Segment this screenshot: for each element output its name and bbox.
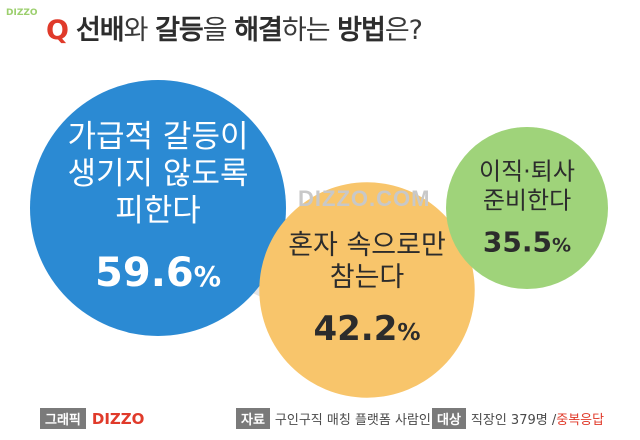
question-segment: 은? <box>384 15 423 46</box>
page-title: Q 선배와 갈등을 해결하는 방법은? <box>46 8 423 47</box>
question-segment: 을 <box>202 15 235 46</box>
question-segment: 와 <box>123 15 156 46</box>
data-label-avoid: 59.6% <box>95 249 221 296</box>
bubble-label-line: 참는다 <box>329 262 405 294</box>
graphic-credit: 그래픽 DIZZO <box>40 408 144 429</box>
data-label-endure: 42.2% <box>313 308 421 349</box>
data-label-quit: 35.5% <box>482 225 572 258</box>
bubble-quit <box>445 126 609 290</box>
target-credit: 대상 직장인 379명 /중복응답 <box>432 408 604 429</box>
graphic-tag: 그래픽 <box>40 408 86 429</box>
bubble-label-line: 준비한다 <box>482 186 572 215</box>
bubble-label-avoid: 가급적 갈등이 생기지 않도록 피한다 59.6% <box>68 119 249 297</box>
bubble-avoid <box>30 80 286 336</box>
source-tag: 자료 <box>236 408 270 429</box>
question-mark: Q <box>46 15 69 46</box>
question-segment: 갈등 <box>155 15 204 46</box>
source-text: 구인구직 매칭 플랫폼 사람인 <box>274 413 431 428</box>
question-segment: 하는 <box>281 15 338 46</box>
bubble-label-endure: 혼자 속으로만 참는다 42.2% <box>288 230 446 350</box>
question-text: 선배와 갈등을 해결하는 방법은? <box>75 15 423 46</box>
target-note: 중복응답 <box>556 413 605 428</box>
bubble-label-line: 이직·퇴사 <box>479 157 575 186</box>
bubble-label-line: 피한다 <box>115 193 201 230</box>
footer: 그래픽 DIZZO 자료 구인구직 매칭 플랫폼 사람인 대상 직장인 379명 /중… <box>40 408 620 430</box>
source-credit: 자료 구인구직 매칭 플랫폼 사람인 <box>236 408 431 429</box>
bubble-endure <box>259 182 475 398</box>
graphic-brand: DIZZO <box>91 410 145 428</box>
target-tag: 대상 <box>432 408 466 429</box>
question-segment: 해결 <box>234 15 283 46</box>
bubble-label-line: 생기지 않도록 <box>67 156 249 193</box>
brand-logo: DIZZO <box>6 8 38 18</box>
watermark: DIZZO.COM <box>298 186 431 211</box>
question-segment: 선배 <box>75 15 125 46</box>
bubble-label-line: 가급적 갈등이 <box>67 119 249 156</box>
target-text: 직장인 379명 / <box>470 413 557 428</box>
bubble-label-line: 혼자 속으로만 <box>288 230 446 262</box>
bubble-label-quit: 이직·퇴사 준비한다 35.5% <box>479 157 575 258</box>
question-segment: 방법 <box>337 15 386 46</box>
